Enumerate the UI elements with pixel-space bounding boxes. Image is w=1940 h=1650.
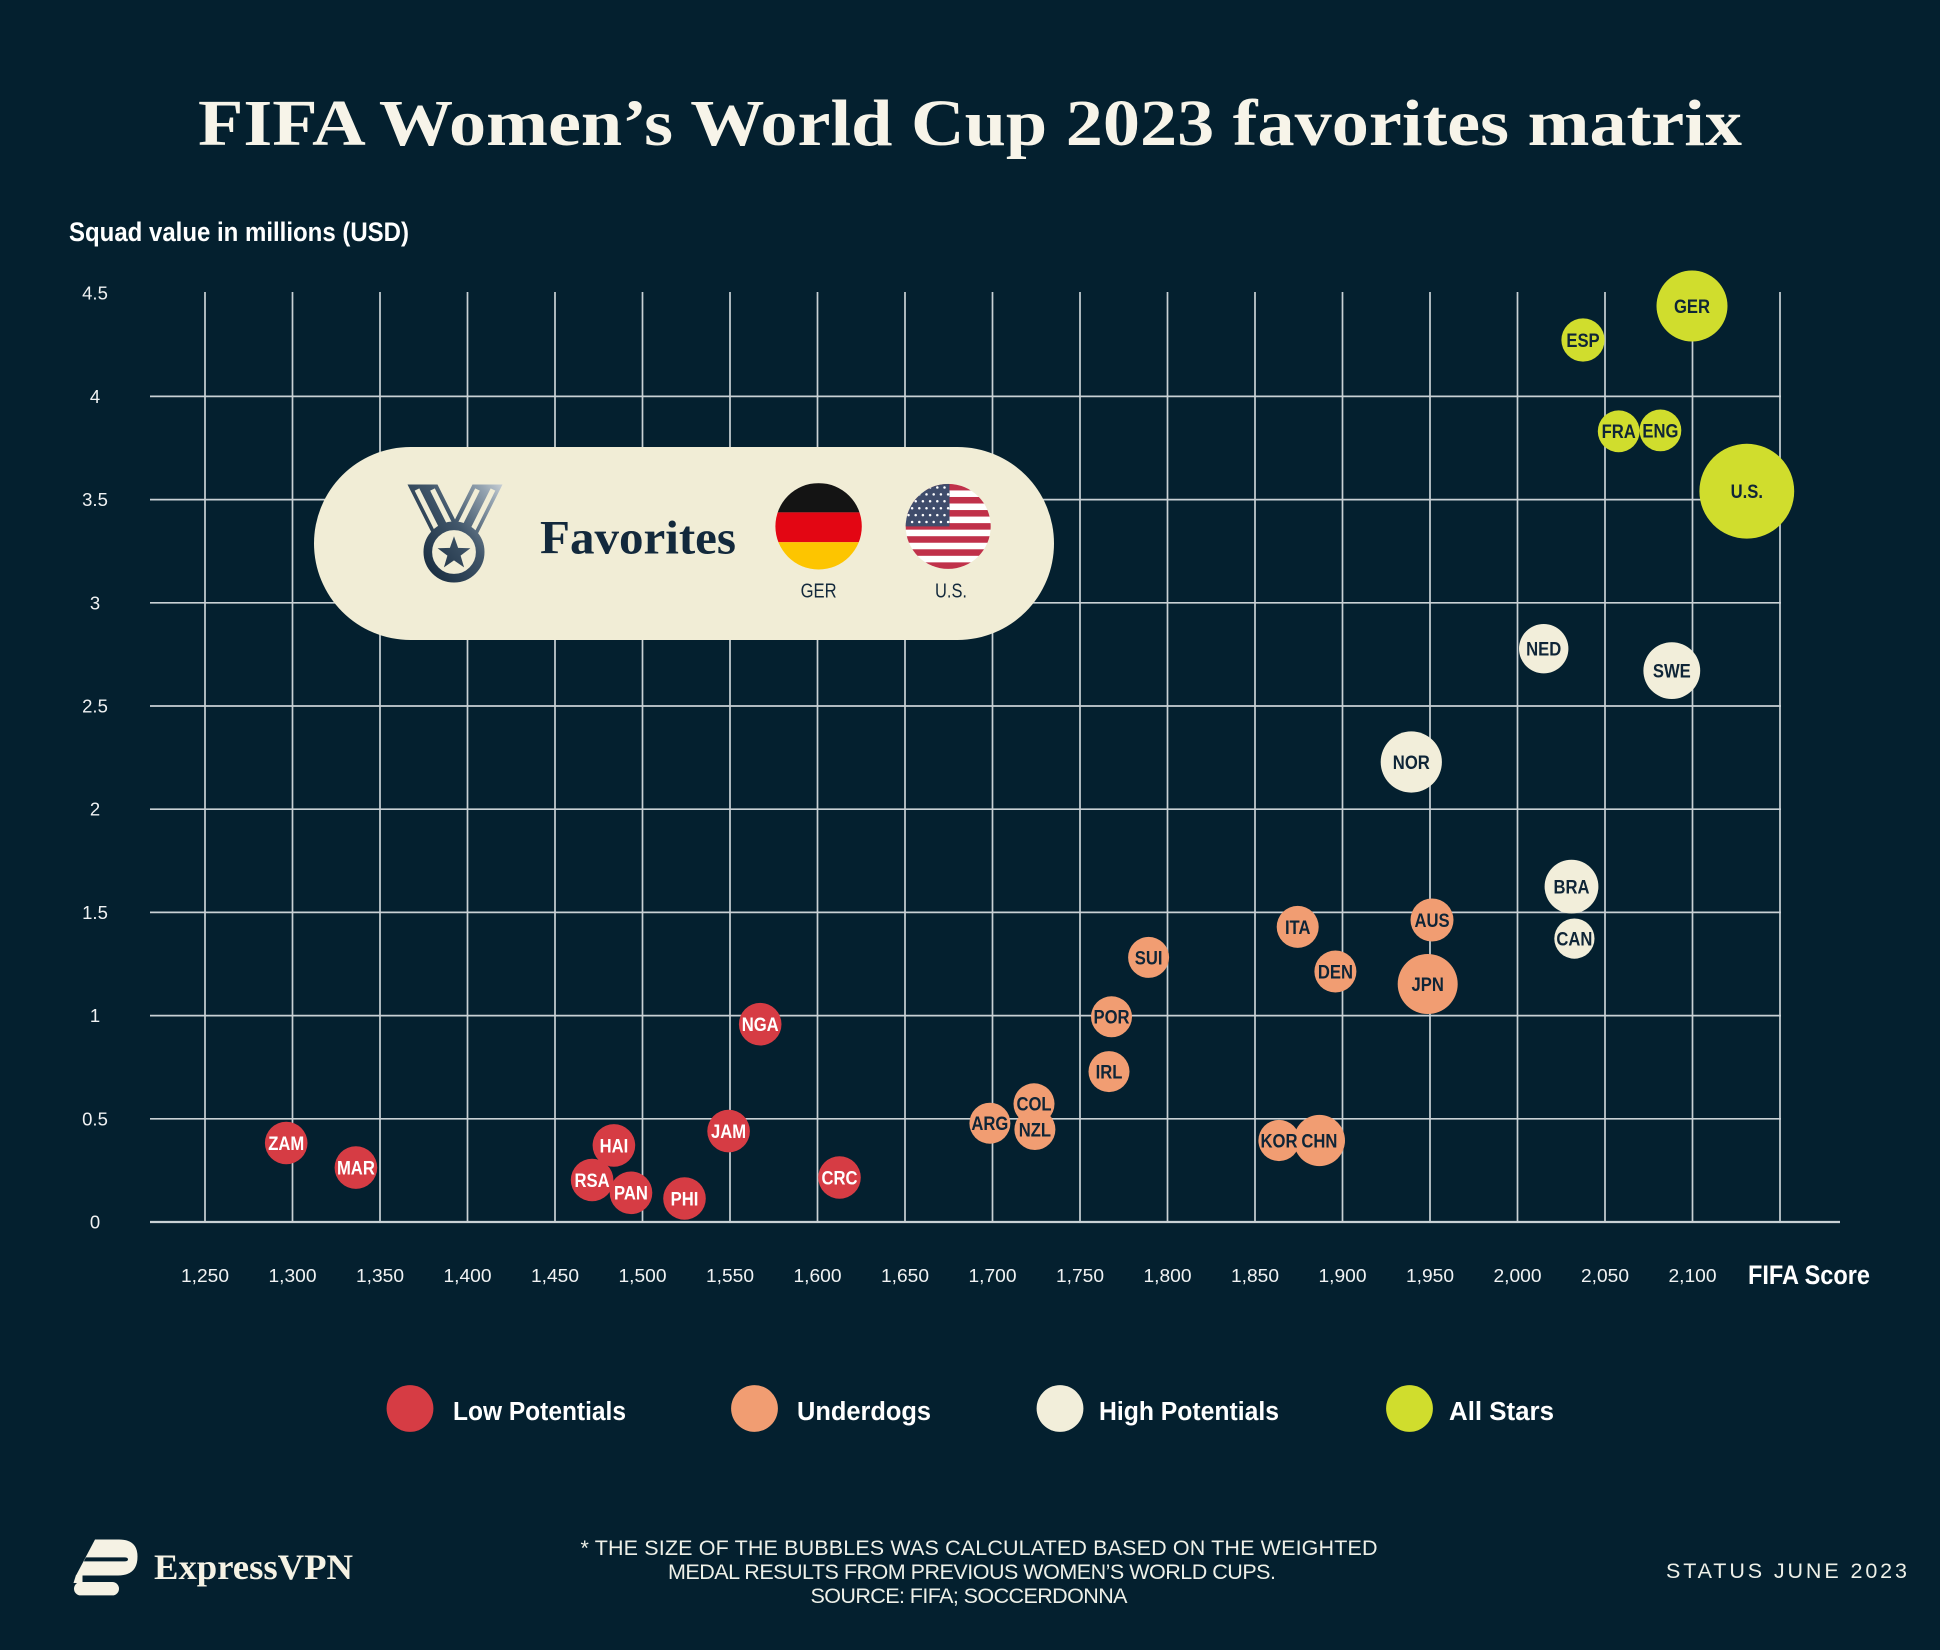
svg-text:POR: POR	[1094, 1007, 1130, 1029]
svg-text:NOR: NOR	[1393, 752, 1430, 774]
svg-text:1,700: 1,700	[969, 1265, 1017, 1286]
svg-text:1,750: 1,750	[1056, 1265, 1104, 1286]
svg-text:IRL: IRL	[1096, 1062, 1123, 1084]
svg-text:Favorites: Favorites	[540, 512, 736, 565]
svg-text:RSA: RSA	[575, 1170, 610, 1192]
svg-text:AUS: AUS	[1414, 910, 1449, 932]
svg-text:FRA: FRA	[1602, 421, 1636, 443]
svg-text:Low Potentials: Low Potentials	[453, 1398, 626, 1426]
svg-text:0.5: 0.5	[82, 1108, 108, 1129]
svg-text:1,300: 1,300	[269, 1265, 317, 1286]
svg-text:FIFA Score: FIFA Score	[1748, 1260, 1870, 1290]
svg-text:2: 2	[90, 799, 100, 820]
svg-text:1,250: 1,250	[181, 1265, 229, 1286]
svg-text:1,500: 1,500	[619, 1265, 667, 1286]
svg-text:High Potentials: High Potentials	[1099, 1398, 1279, 1426]
svg-text:4.5: 4.5	[82, 283, 108, 304]
svg-text:1: 1	[90, 1005, 100, 1026]
svg-text:SWE: SWE	[1653, 661, 1691, 683]
svg-text:JAM: JAM	[711, 1121, 746, 1143]
svg-text:Underdogs: Underdogs	[797, 1398, 931, 1426]
svg-text:ExpressVPN: ExpressVPN	[154, 1547, 353, 1587]
svg-text:BRA: BRA	[1554, 877, 1590, 899]
svg-text:CRC: CRC	[822, 1167, 858, 1189]
svg-text:Squad value in millions (USD): Squad value in millions (USD)	[69, 217, 409, 247]
svg-text:ESP: ESP	[1566, 330, 1599, 352]
svg-text:SOURCE: FIFA; SOCCERDONNA: SOURCE: FIFA; SOCCERDONNA	[811, 1584, 1129, 1608]
svg-text:2,050: 2,050	[1581, 1265, 1629, 1286]
svg-text:KOR: KOR	[1261, 1130, 1298, 1152]
svg-text:NGA: NGA	[742, 1014, 779, 1036]
svg-text:1,450: 1,450	[531, 1265, 579, 1286]
svg-text:MEDAL RESULTS FROM PREVIOUS WO: MEDAL RESULTS FROM PREVIOUS WOMEN’S WORL…	[668, 1560, 1276, 1584]
svg-text:2,000: 2,000	[1494, 1265, 1542, 1286]
svg-text:1,650: 1,650	[881, 1265, 929, 1286]
svg-text:U.S.: U.S.	[935, 581, 967, 603]
svg-text:1,800: 1,800	[1144, 1265, 1192, 1286]
svg-text:SUI: SUI	[1135, 947, 1163, 969]
svg-text:1,950: 1,950	[1406, 1265, 1454, 1286]
svg-text:U.S.: U.S.	[1731, 481, 1763, 503]
svg-text:3: 3	[90, 592, 100, 613]
svg-text:1,400: 1,400	[444, 1265, 492, 1286]
svg-text:HAI: HAI	[600, 1135, 629, 1157]
svg-text:JPN: JPN	[1412, 974, 1444, 996]
svg-text:STATUS JUNE 2023: STATUS JUNE 2023	[1666, 1559, 1907, 1583]
svg-text:CHN: CHN	[1301, 1130, 1337, 1152]
svg-text:3.5: 3.5	[82, 489, 108, 510]
svg-text:NZL: NZL	[1019, 1119, 1051, 1141]
svg-text:0: 0	[90, 1212, 100, 1233]
svg-text:FIFA Women’s World Cup 2023 fa: FIFA Women’s World Cup 2023 favorites ma…	[198, 88, 1742, 160]
svg-text:All Stars: All Stars	[1449, 1398, 1554, 1426]
svg-text:COL: COL	[1016, 1094, 1051, 1116]
svg-text:4: 4	[90, 386, 100, 407]
svg-text:CAN: CAN	[1556, 929, 1592, 951]
svg-text:ZAM: ZAM	[268, 1133, 304, 1155]
svg-text:ARG: ARG	[971, 1113, 1008, 1135]
svg-text:1,350: 1,350	[356, 1265, 404, 1286]
svg-text:1,600: 1,600	[794, 1265, 842, 1286]
svg-text:1,900: 1,900	[1319, 1265, 1367, 1286]
svg-text:ITA: ITA	[1285, 917, 1311, 939]
svg-text:1.5: 1.5	[82, 902, 108, 923]
svg-text:PAN: PAN	[614, 1183, 648, 1205]
svg-text:PHI: PHI	[671, 1188, 699, 1210]
svg-text:NED: NED	[1526, 639, 1561, 661]
svg-text:MAR: MAR	[337, 1158, 375, 1180]
svg-text:GER: GER	[801, 581, 837, 603]
svg-text:GER: GER	[1674, 296, 1710, 318]
svg-text:DEN: DEN	[1318, 961, 1353, 983]
svg-text:ENG: ENG	[1642, 420, 1678, 442]
svg-text:2.5: 2.5	[82, 696, 108, 717]
svg-text:* THE SIZE OF THE BUBBLES WAS: * THE SIZE OF THE BUBBLES WAS CALCULATED…	[581, 1536, 1378, 1560]
svg-text:2,100: 2,100	[1669, 1265, 1717, 1286]
svg-text:1,850: 1,850	[1231, 1265, 1279, 1286]
svg-text:1,550: 1,550	[706, 1265, 754, 1286]
